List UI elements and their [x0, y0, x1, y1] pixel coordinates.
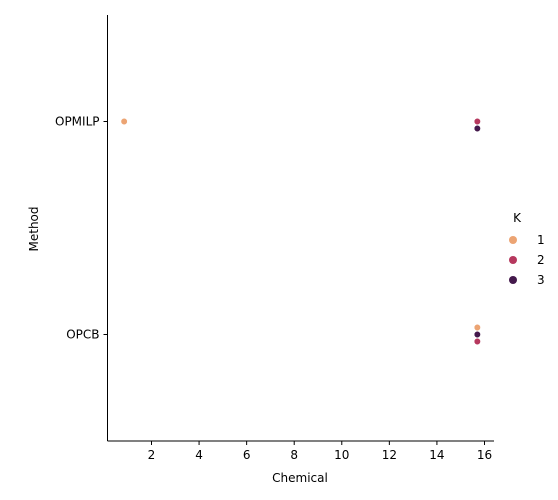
- data-point-k1: [120, 118, 128, 125]
- data-point-k2: [473, 118, 481, 125]
- x-tick-label: 2: [148, 448, 156, 462]
- legend-label: 2: [537, 253, 545, 267]
- y-tick-label: OPMILP: [55, 115, 100, 129]
- legend-marker-k2: [509, 256, 517, 264]
- x-tick-label: 16: [477, 448, 492, 462]
- x-tick-label: 12: [382, 448, 397, 462]
- y-axis-label: Method: [27, 206, 41, 251]
- legend: K 1 2 3: [509, 211, 545, 287]
- x-tick-label: 8: [290, 448, 298, 462]
- data-point-k3: [473, 125, 481, 132]
- legend-marker-k3: [509, 276, 517, 284]
- y-ticks: OPMILP OPCB: [55, 115, 108, 342]
- x-tick-label: 10: [334, 448, 349, 462]
- x-tick-label: 6: [243, 448, 251, 462]
- data-point-k3: [473, 331, 481, 338]
- data-point-k2: [473, 338, 481, 345]
- data-points: [120, 118, 481, 345]
- legend-title: K: [513, 211, 522, 225]
- x-tick-label: 4: [195, 448, 203, 462]
- data-point-k1: [473, 324, 481, 331]
- x-axis-label: Chemical: [272, 471, 328, 485]
- legend-marker-k1: [509, 236, 517, 244]
- y-tick-label: OPCB: [66, 328, 99, 342]
- x-ticks: 2 4 6 8 10 12 14 16: [148, 441, 492, 462]
- legend-label: 3: [537, 273, 545, 287]
- axes: [107, 15, 494, 442]
- legend-label: 1: [537, 233, 545, 247]
- x-tick-label: 14: [429, 448, 444, 462]
